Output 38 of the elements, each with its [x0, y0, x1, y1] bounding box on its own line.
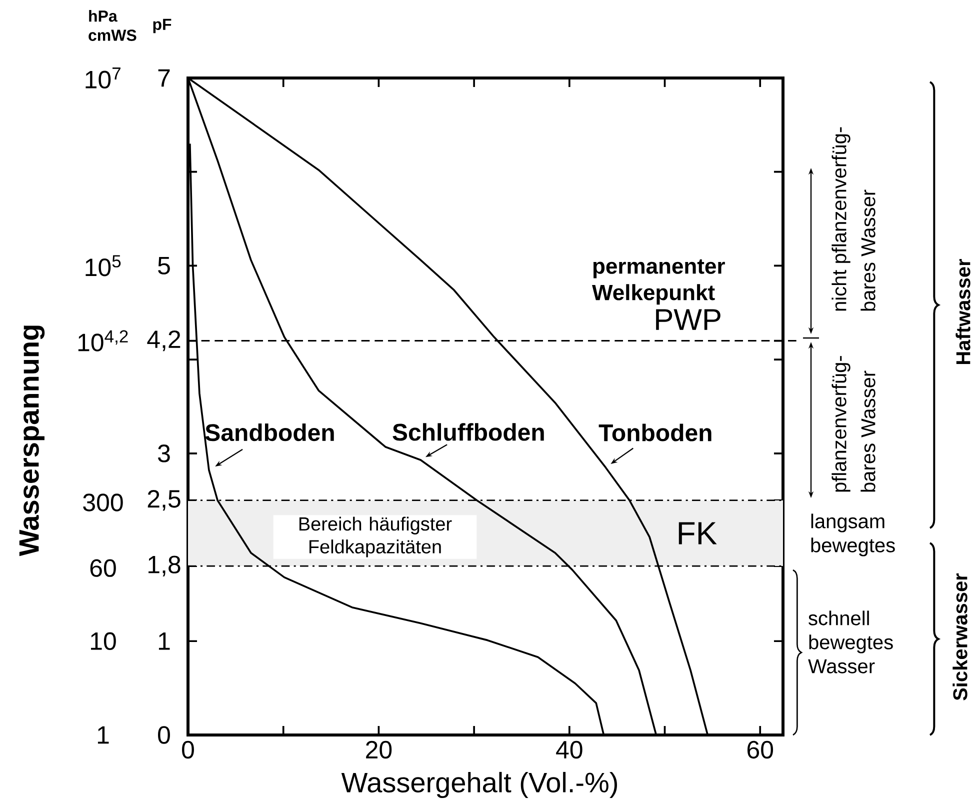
- annotation: Bereich häufigster Feldkapazitäten: [299, 516, 452, 558]
- y-tick-label: 60: [90, 559, 116, 577]
- y-tick-label: 1: [98, 726, 109, 744]
- y2-axis-title: pF: [153, 18, 172, 34]
- text: Sickerwasser: [952, 573, 968, 700]
- y2-tick-label: 5: [158, 256, 170, 274]
- x-axis-title: Wassergehalt (Vol.-%): [341, 772, 617, 798]
- y-tick-label: 10$^{4,2}$: [78, 330, 128, 352]
- band-label: FK: [678, 522, 717, 544]
- text: bares Wasser: [860, 370, 876, 492]
- y2-tick-label: 2,5: [148, 490, 180, 511]
- y-tick-label: 300: [83, 494, 123, 512]
- y2-tick-label: 4,2: [147, 330, 180, 352]
- x-tick-label: 0: [182, 740, 194, 759]
- x-tick-label: 20: [366, 740, 392, 759]
- series-label: Schluffboden: [392, 423, 544, 441]
- y2-tick-label: 7: [158, 69, 170, 87]
- y-tick-label: 10$^{7}$: [86, 68, 120, 88]
- text: bares Wasser: [860, 190, 876, 311]
- text: nicht pflanzenverfüg-: [832, 127, 850, 311]
- series-label: Tonboden: [598, 424, 712, 442]
- text: schnell bewegtes Wasser: [808, 610, 893, 674]
- ref-line-label: PWP: [656, 309, 720, 330]
- annotation: permanenter Welkepunkt: [592, 259, 725, 305]
- y-tick-label: 10$^{5}$: [86, 255, 121, 276]
- text: langsam bewegtes: [811, 514, 895, 556]
- y2-tick-label: 0: [158, 726, 170, 744]
- y-axis-title: Wasserspannung: [19, 326, 45, 556]
- x-tick-label: 60: [747, 740, 774, 759]
- y2-tick-label: 3: [158, 444, 170, 462]
- y2-tick-label: 1: [158, 632, 170, 650]
- y-tick-label: 10: [91, 632, 116, 650]
- y2-tick-label: 1,8: [148, 556, 180, 576]
- text: pflanzenverfüg-: [832, 356, 850, 492]
- series-label: Sandboden: [205, 424, 334, 442]
- x-tick-label: 40: [556, 740, 582, 759]
- text: Haftwasser: [956, 258, 970, 364]
- text: hPa cmWS: [88, 10, 136, 41]
